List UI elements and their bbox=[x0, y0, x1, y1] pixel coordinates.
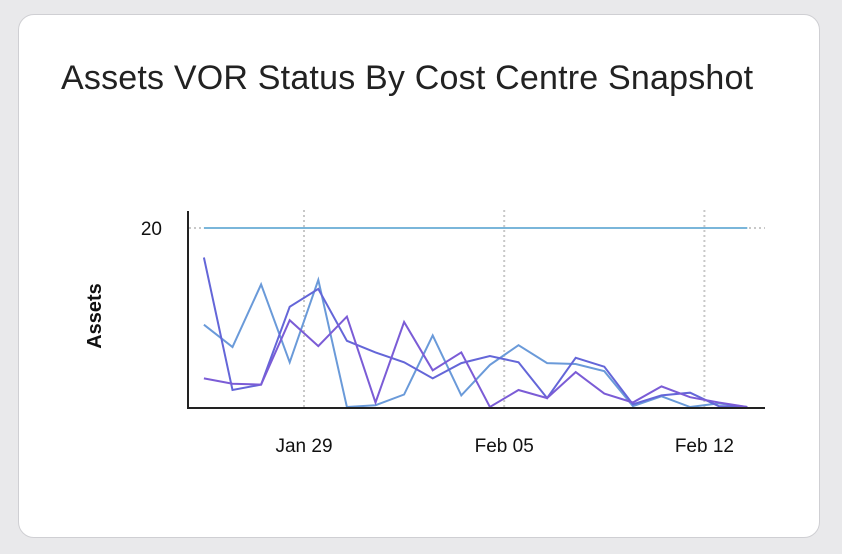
x-tick-label: Feb 12 bbox=[675, 436, 734, 457]
x-tick-label: Jan 29 bbox=[275, 436, 332, 457]
y-axis-label: Assets bbox=[84, 283, 106, 349]
series-line-3 bbox=[203, 314, 748, 409]
y-tick-label: 20 bbox=[141, 219, 162, 240]
x-tick-label: Feb 05 bbox=[475, 436, 534, 457]
chart-title: Assets VOR Status By Cost Centre Snapsho… bbox=[61, 59, 754, 97]
series-line-2 bbox=[202, 257, 748, 408]
series-lines bbox=[202, 227, 748, 409]
chart-card: Assets VOR Status By Cost Centre Snapsho… bbox=[18, 14, 820, 538]
tick-labels: Jan 29 Feb 05 Feb 12 20 bbox=[141, 219, 734, 457]
